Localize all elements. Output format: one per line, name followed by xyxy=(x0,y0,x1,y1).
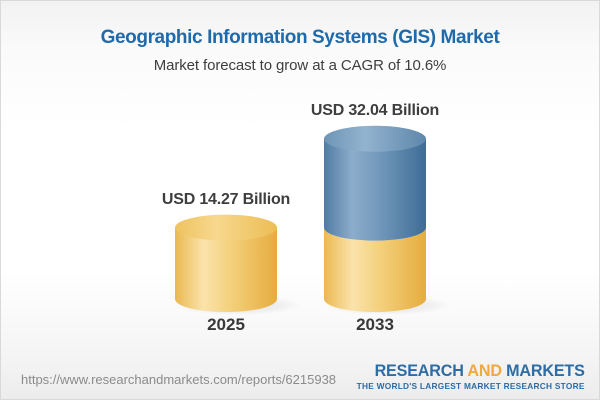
brand-logo: RESEARCH AND MARKETS THE WORLD'S LARGEST… xyxy=(352,362,585,391)
logo-word-markets: MARKETS xyxy=(506,361,585,380)
brand-logo-tagline: THE WORLD'S LARGEST MARKET RESEARCH STOR… xyxy=(356,381,585,391)
chart-subtitle: Market forecast to grow at a CAGR of 10.… xyxy=(153,57,447,74)
value-label-2025: USD 14.27 Billion xyxy=(161,190,291,208)
value-label-2033: USD 32.04 Billion xyxy=(310,101,440,119)
chart-title: Geographic Information Systems (GIS) Mar… xyxy=(100,27,500,48)
source-url: https://www.researchandmarkets.com/repor… xyxy=(21,372,337,387)
axis-label-2025: 2025 xyxy=(207,315,245,334)
brand-logo-wordmark: RESEARCH AND MARKETS xyxy=(364,362,585,379)
axis-label-2033: 2033 xyxy=(356,315,394,334)
logo-word-and: AND xyxy=(467,361,503,380)
logo-word-research: RESEARCH xyxy=(374,361,465,380)
cylinder-bar-chart xyxy=(175,125,450,315)
